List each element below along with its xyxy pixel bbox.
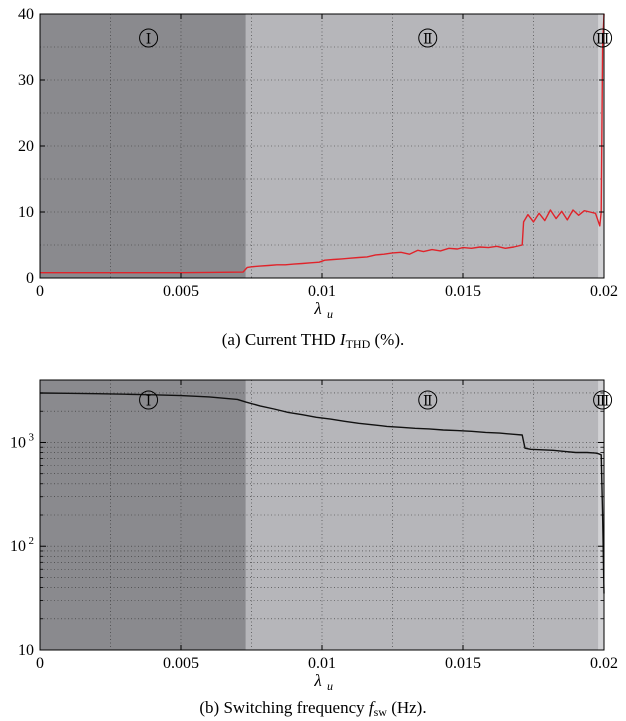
y-tick-label: 10 <box>18 204 34 221</box>
x-axis-label: λ <box>313 671 321 690</box>
y-tick-label: 10 <box>10 538 26 555</box>
x-tick-label: 0.005 <box>163 655 199 672</box>
region-label: Ⅱ <box>423 33 433 48</box>
region-1 <box>40 380 246 650</box>
series-line <box>39 392 605 594</box>
caption-a-sub: THD <box>345 337 371 351</box>
y-tick-label: 20 <box>18 138 34 155</box>
x-tick-label: 0.01 <box>308 283 336 300</box>
caption-b-symbol: f <box>368 698 374 717</box>
region-label-circle <box>139 390 159 410</box>
x-tick-label: 0.015 <box>445 283 481 300</box>
region-label: Ⅱ <box>423 395 433 410</box>
caption-b-suffix: (Hz). <box>391 698 427 717</box>
x-axis-label-sub: u <box>327 679 333 693</box>
x-tick-label: 0.01 <box>308 655 336 672</box>
region-label-circle <box>593 390 613 410</box>
caption-b-sub: sw <box>373 705 387 719</box>
y-tick-label: 10 <box>18 642 34 659</box>
y-tick-label: 10 <box>10 434 26 451</box>
series-line <box>40 13 605 274</box>
region-label: Ⅲ <box>596 33 610 48</box>
y-tick-label: 40 <box>18 6 34 23</box>
x-tick-label: 0.005 <box>163 283 199 300</box>
caption-b-prefix: (b) Switching frequency <box>199 698 365 717</box>
y-tick-label: 0 <box>26 270 34 287</box>
y-tick-exponent: 2 <box>29 535 35 547</box>
caption-a: (a) Current THD ITHD (%). <box>0 330 626 352</box>
caption-a-prefix: (a) Current THD <box>221 330 336 349</box>
region-label-circle <box>139 28 159 48</box>
caption-a-symbol: I <box>339 330 346 349</box>
x-tick-label: 0.015 <box>445 655 481 672</box>
x-tick-label: 0.02 <box>590 283 618 300</box>
caption-b: (b) Switching frequency fsw (Hz). <box>0 698 626 720</box>
caption-a-suffix: (%). <box>374 330 405 349</box>
x-axis-label-sub: u <box>327 307 333 321</box>
region-label-circle <box>593 28 613 48</box>
region-label: Ⅰ <box>146 395 152 410</box>
region-label-circle <box>418 28 438 48</box>
x-tick-label: 0 <box>36 655 44 672</box>
x-tick-label: 0 <box>36 283 44 300</box>
x-tick-label: 0.02 <box>590 655 618 672</box>
y-tick-exponent: 3 <box>29 431 35 443</box>
region-1 <box>40 14 246 278</box>
region-label: Ⅰ <box>146 33 152 48</box>
region-label: Ⅲ <box>596 395 610 410</box>
x-axis-label: λ <box>313 299 321 318</box>
region-label-circle <box>418 390 438 410</box>
y-tick-label: 30 <box>18 72 34 89</box>
